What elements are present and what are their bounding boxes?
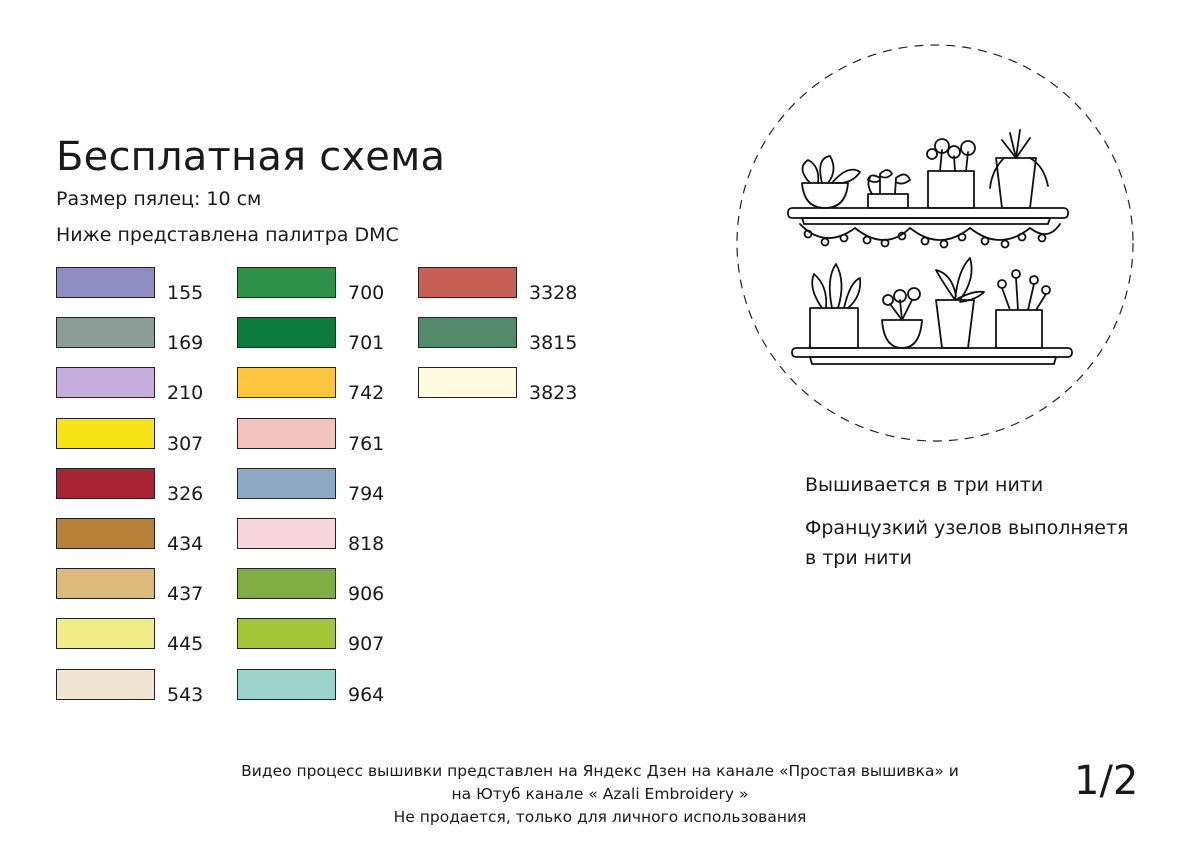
dmc-code-label: 3823 xyxy=(529,382,578,405)
dmc-code-label: 434 xyxy=(167,532,204,555)
palette-intro-text: Ниже представлена палитра DMC xyxy=(56,224,399,246)
french-knots-line-1: Французкий узелов выполняетя xyxy=(805,517,1129,539)
dmc-code-label: 210 xyxy=(167,382,204,405)
dmc-code-label: 761 xyxy=(348,432,385,455)
dmc-code-label: 437 xyxy=(167,583,204,606)
french-knots-note: Французкий узелов выполняетя в три нити xyxy=(805,513,1165,573)
color-swatch xyxy=(56,267,155,298)
french-knots-line-2: в три нити xyxy=(805,547,912,569)
color-swatch xyxy=(56,367,155,399)
dmc-code-label: 907 xyxy=(348,633,385,656)
color-swatch xyxy=(56,417,155,449)
color-swatch xyxy=(237,467,336,499)
dmc-code-label: 964 xyxy=(348,683,385,706)
color-swatch xyxy=(237,568,336,600)
dmc-code-label: 326 xyxy=(167,482,204,505)
color-swatch xyxy=(56,467,155,499)
dmc-code-label: 906 xyxy=(348,583,385,606)
color-swatch xyxy=(56,618,155,650)
footer-line-2: на Ютуб канале « Azali Embroidery » xyxy=(451,785,749,803)
color-swatch xyxy=(418,317,517,349)
dmc-code-label: 3328 xyxy=(529,282,578,304)
color-swatch xyxy=(237,417,336,449)
dmc-code-label: 3815 xyxy=(529,332,578,355)
hoop-size-text: Размер пялец: 10 см xyxy=(56,188,262,210)
color-swatch xyxy=(237,317,336,349)
thread-count-note: Вышивается в три нити xyxy=(805,474,1044,496)
color-swatch xyxy=(237,517,336,549)
dmc-code-label: 155 xyxy=(167,282,204,304)
page-number: 1/2 xyxy=(1074,758,1139,804)
footer-text: Видео процесс вышивки представлен на Янд… xyxy=(150,760,1050,829)
color-swatch xyxy=(237,668,336,700)
dmc-code-label: 701 xyxy=(348,332,385,355)
color-swatch xyxy=(237,367,336,399)
footer-line-3: Не продается, только для личного использ… xyxy=(393,808,807,826)
dmc-code-label: 794 xyxy=(348,482,385,505)
color-swatch xyxy=(237,618,336,650)
color-swatch xyxy=(56,317,155,349)
dmc-code-label: 700 xyxy=(348,282,385,304)
dmc-code-label: 818 xyxy=(348,532,385,555)
dmc-code-label: 307 xyxy=(167,432,204,455)
color-swatch xyxy=(418,367,517,399)
page-title: Бесплатная схема xyxy=(56,134,446,180)
color-swatch xyxy=(56,568,155,600)
dmc-code-label: 742 xyxy=(348,382,385,405)
footer-line-1: Видео процесс вышивки представлен на Янд… xyxy=(241,762,959,780)
color-swatch xyxy=(56,668,155,700)
plants-on-shelves-icon xyxy=(736,44,1134,442)
color-swatch xyxy=(418,267,517,298)
dmc-code-label: 543 xyxy=(167,683,204,706)
color-swatch xyxy=(56,517,155,549)
dmc-code-label: 169 xyxy=(167,332,204,355)
color-swatch xyxy=(237,267,336,298)
dmc-code-label: 445 xyxy=(167,633,204,656)
